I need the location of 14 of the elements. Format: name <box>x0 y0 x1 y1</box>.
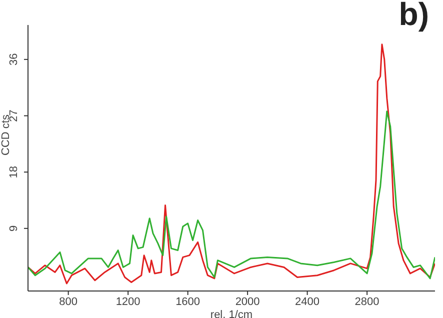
y-tick-label: 9 <box>8 225 20 232</box>
x-tick-label: 2800 <box>354 296 380 308</box>
y-tick-label: 27 <box>8 110 20 122</box>
x-tick-label: 2000 <box>235 296 260 308</box>
x-tick-label: 800 <box>59 296 78 308</box>
line-series <box>28 44 435 284</box>
x-tick-label: 2400 <box>295 296 320 308</box>
chart-title: b) <box>398 0 429 33</box>
x-tick-label: 1200 <box>116 296 140 308</box>
y-tick-label: 36 <box>8 53 20 66</box>
line-series <box>28 110 435 280</box>
y-tick-label: 18 <box>8 166 20 178</box>
x-axis-title: rel. 1/cm <box>210 309 253 318</box>
x-tick-label: 1600 <box>176 296 200 308</box>
